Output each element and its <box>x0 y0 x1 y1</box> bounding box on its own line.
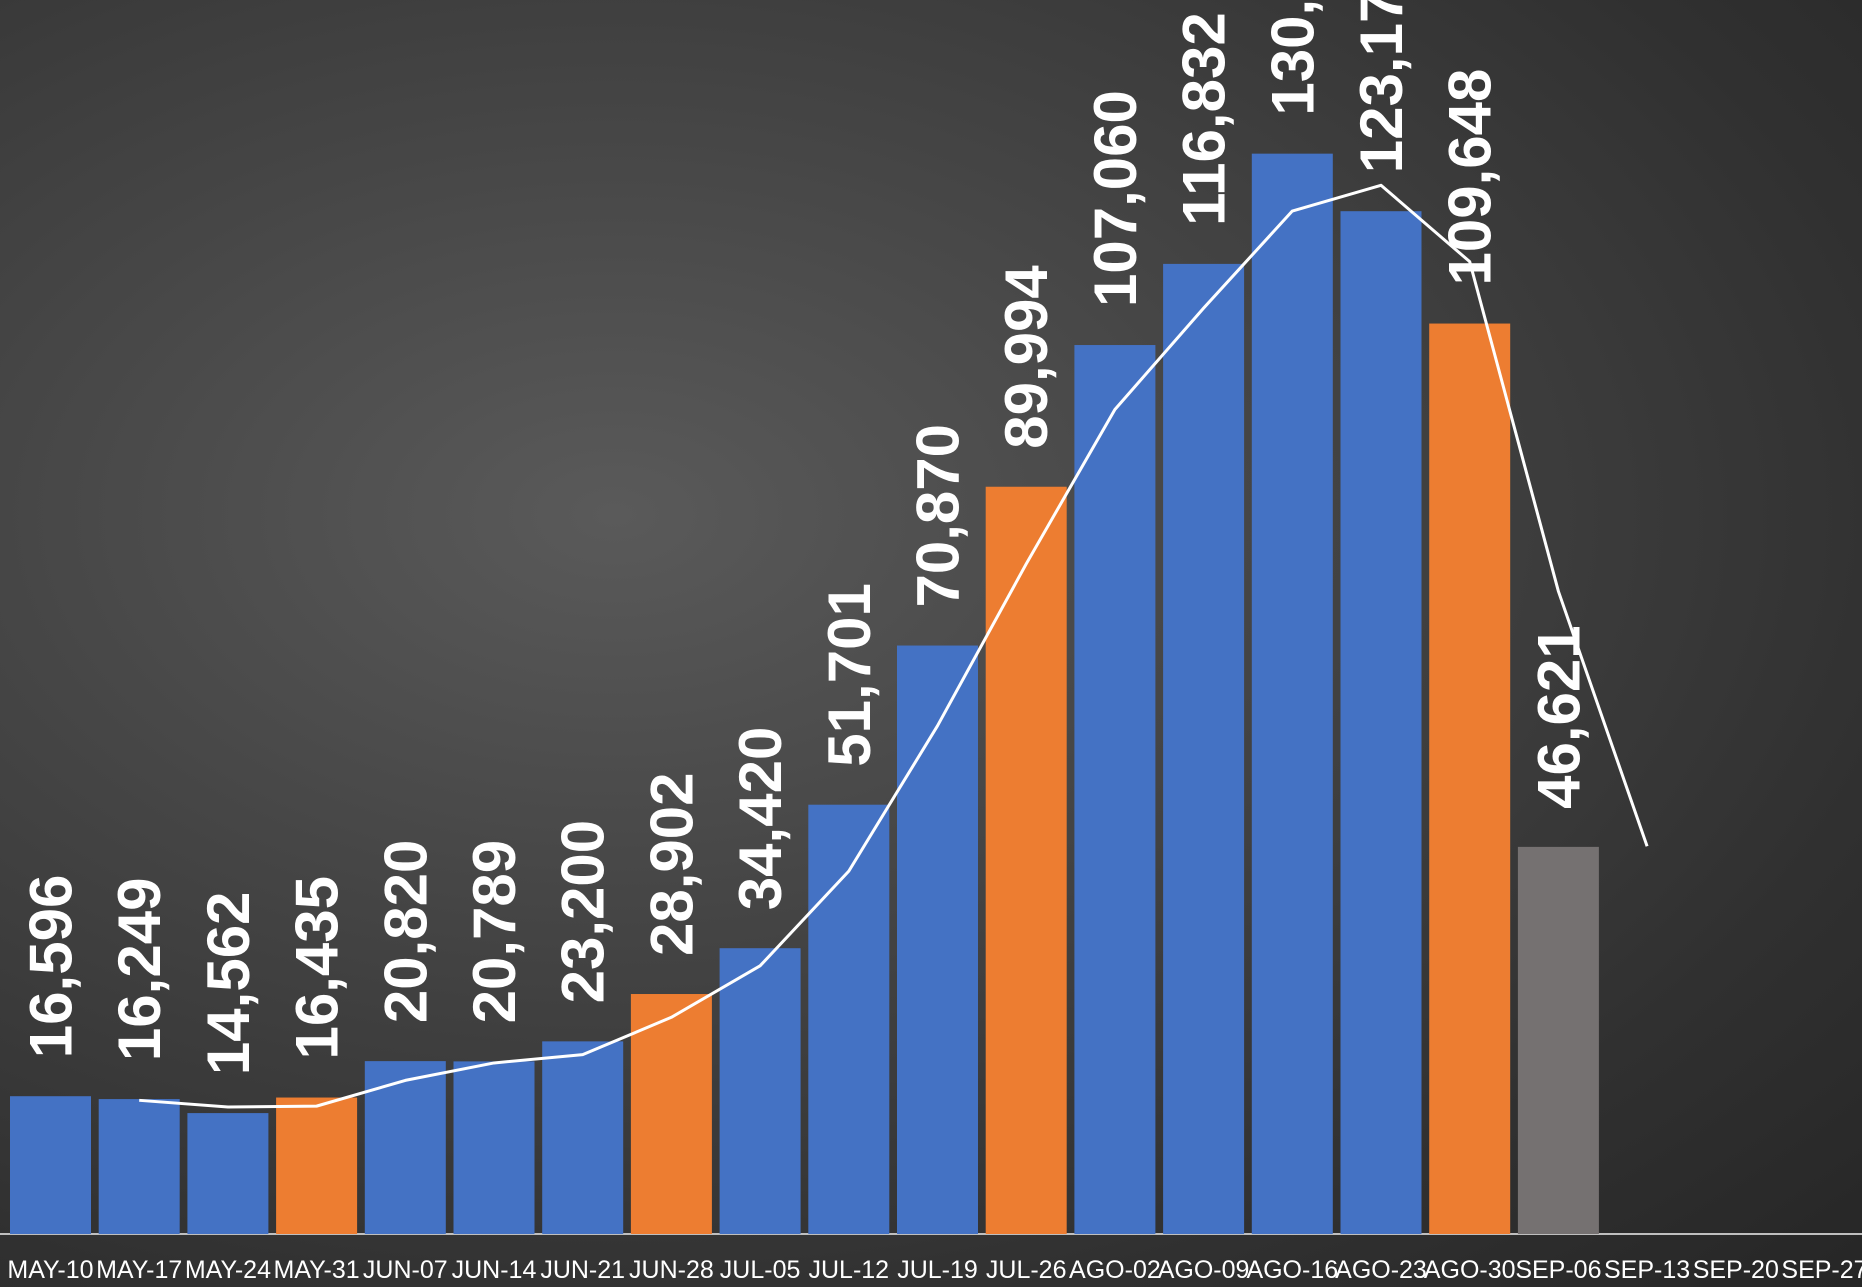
x-tick-sep-27: SEP-27 <box>1781 1256 1862 1284</box>
x-tick-ago-02: AGO-02 <box>1069 1256 1161 1284</box>
x-tick-may-10: MAY-10 <box>7 1256 93 1284</box>
x-tick-jul-26: JUL-26 <box>986 1256 1067 1284</box>
bar-ago-30 <box>1429 323 1511 1234</box>
value-label-jun-21: 23,200 <box>550 820 617 1004</box>
value-label-jul-12: 51,701 <box>816 583 883 767</box>
bar-jun-14 <box>453 1061 535 1234</box>
value-label-jul-26: 89,994 <box>993 265 1060 449</box>
bar-may-10 <box>10 1096 91 1234</box>
value-label-jun-28: 28,902 <box>638 772 705 956</box>
x-tick-jun-21: JUN-21 <box>540 1256 625 1284</box>
value-label-may-17: 16,249 <box>106 878 173 1062</box>
value-label-jun-07: 20,820 <box>372 840 439 1024</box>
bars-group <box>10 153 1599 1235</box>
bar-jun-28 <box>630 994 712 1234</box>
value-label-jul-19: 70,870 <box>905 424 972 608</box>
x-tick-labels-group: MAY-10 MAY-17 MAY-24 MAY-31 JUN-07 JUN-14 JUN-… <box>7 1256 1862 1284</box>
x-tick-may-31: MAY-31 <box>274 1256 360 1284</box>
x-tick-may-17: MAY-17 <box>96 1256 182 1284</box>
bar-may-17 <box>98 1099 180 1234</box>
bar-jun-21 <box>542 1041 624 1234</box>
bar-jul-12 <box>808 804 890 1234</box>
x-tick-sep-13: SEP-13 <box>1604 1256 1690 1284</box>
value-label-ago-23: 123,178 <box>1348 0 1415 173</box>
bar-may-24 <box>187 1113 269 1234</box>
bar-jun-07 <box>364 1061 446 1234</box>
x-tick-sep-20: SEP-20 <box>1693 1256 1779 1284</box>
value-label-ago-30: 109,648 <box>1437 69 1504 286</box>
bar-may-31 <box>276 1097 358 1234</box>
x-tick-sep-06: SEP-06 <box>1515 1256 1601 1284</box>
x-tick-ago-09: AGO-09 <box>1158 1256 1250 1284</box>
x-tick-jun-07: JUN-07 <box>363 1256 448 1284</box>
value-label-jul-05: 34,420 <box>727 727 794 911</box>
x-tick-ago-16: AGO-16 <box>1246 1256 1338 1284</box>
x-tick-jun-28: JUN-28 <box>629 1256 714 1284</box>
value-label-ago-16: 130,108 <box>1259 0 1326 116</box>
value-label-may-31: 16,435 <box>284 876 351 1060</box>
bar-jul-26 <box>985 486 1067 1234</box>
bar-ago-16 <box>1251 153 1333 1235</box>
trend-line-group <box>139 183 1649 1109</box>
bar-ago-02 <box>1074 345 1156 1234</box>
x-tick-jul-19: JUL-19 <box>897 1256 978 1284</box>
value-label-sep-06: 46,621 <box>1525 625 1592 809</box>
value-label-jun-14: 20,789 <box>461 840 528 1024</box>
bar-ago-23 <box>1340 211 1422 1234</box>
value-label-may-24: 14,562 <box>195 892 262 1076</box>
bar-sep-06 <box>1517 846 1599 1234</box>
value-labels-group: 16,596 16,249 14,562 16,435 20,820 20,789 23,2… <box>18 0 1593 1075</box>
bar-jul-19 <box>897 645 978 1234</box>
x-tick-ago-30: AGO-30 <box>1424 1256 1516 1284</box>
x-tick-jun-14: JUN-14 <box>452 1256 537 1284</box>
x-tick-may-24: MAY-24 <box>185 1256 271 1284</box>
x-tick-jul-12: JUL-12 <box>809 1256 890 1284</box>
value-label-may-10: 16,596 <box>18 875 85 1059</box>
trend-line <box>139 183 1649 1109</box>
x-tick-jul-05: JUL-05 <box>720 1256 801 1284</box>
value-label-ago-09: 116,832 <box>1171 12 1238 226</box>
bar-ago-09 <box>1163 263 1245 1234</box>
bar-jul-05 <box>719 948 801 1234</box>
value-label-ago-02: 107,060 <box>1082 90 1149 307</box>
x-tick-ago-23: AGO-23 <box>1335 1256 1427 1284</box>
